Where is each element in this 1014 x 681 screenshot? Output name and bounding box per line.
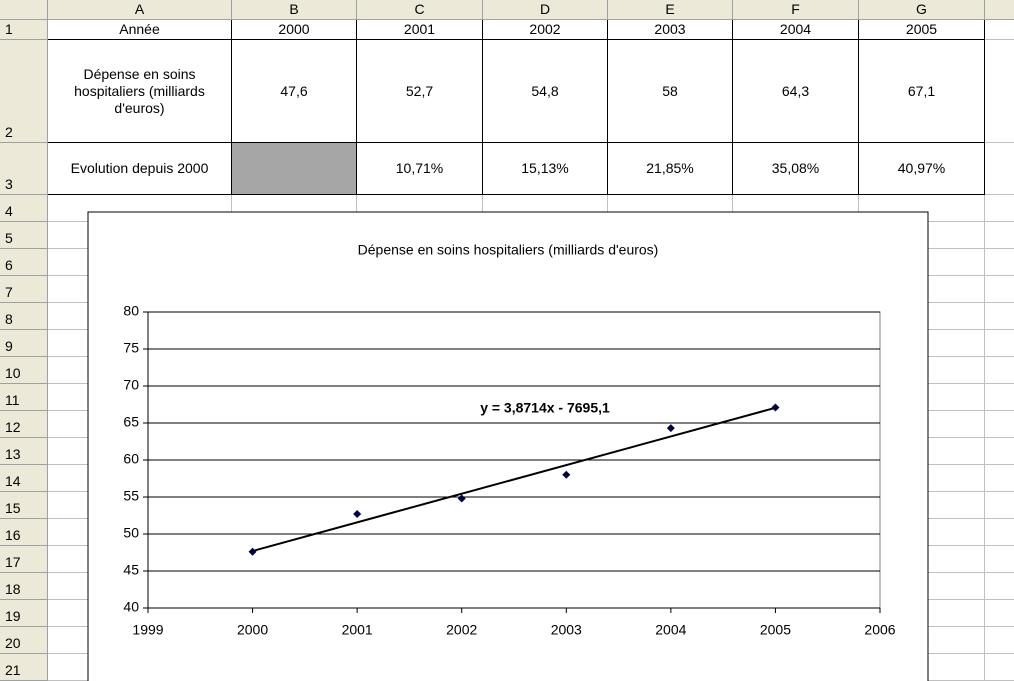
y-tick-label: 70 bbox=[123, 377, 139, 393]
y-tick-label: 50 bbox=[123, 525, 139, 541]
column-header[interactable]: F bbox=[733, 0, 859, 20]
column-header[interactable]: B bbox=[232, 0, 357, 20]
data-point bbox=[562, 470, 571, 479]
y-tick-label: 65 bbox=[123, 414, 139, 430]
cell[interactable]: 2004 bbox=[733, 20, 859, 40]
empty-cell[interactable] bbox=[985, 20, 1014, 40]
empty-cell[interactable] bbox=[985, 357, 1014, 384]
cell[interactable]: 54,8 bbox=[483, 40, 608, 143]
y-tick-label: 45 bbox=[123, 562, 139, 578]
empty-cell[interactable] bbox=[985, 276, 1014, 303]
empty-cell[interactable] bbox=[985, 40, 1014, 143]
empty-cell[interactable] bbox=[985, 222, 1014, 249]
y-tick-label: 75 bbox=[123, 340, 139, 356]
row-header[interactable]: 1 bbox=[0, 20, 48, 40]
cell[interactable]: 2003 bbox=[608, 20, 733, 40]
corner-header bbox=[0, 0, 48, 20]
row-header[interactable]: 3 bbox=[0, 143, 48, 195]
cell[interactable]: Evolution depuis 2000 bbox=[48, 143, 232, 195]
trendline-equation: y = 3,8714x - 7695,1 bbox=[480, 400, 610, 416]
empty-cell[interactable] bbox=[985, 143, 1014, 195]
cell[interactable] bbox=[232, 143, 357, 195]
cell[interactable]: 2002 bbox=[483, 20, 608, 40]
cell[interactable]: 40,97% bbox=[859, 143, 985, 195]
empty-cell[interactable] bbox=[985, 546, 1014, 573]
y-tick-label: 40 bbox=[123, 599, 139, 615]
row-header[interactable]: 8 bbox=[0, 303, 48, 330]
row-header[interactable]: 9 bbox=[0, 330, 48, 357]
empty-cell[interactable] bbox=[985, 438, 1014, 465]
column-header[interactable]: D bbox=[483, 0, 608, 20]
cell[interactable]: 21,85% bbox=[608, 143, 733, 195]
chart-title: Dépense en soins hospitaliers (milliards… bbox=[358, 242, 659, 258]
column-header[interactable] bbox=[985, 0, 1014, 20]
x-tick-label: 2004 bbox=[655, 622, 686, 638]
y-tick-label: 55 bbox=[123, 488, 139, 504]
row-header[interactable]: 12 bbox=[0, 411, 48, 438]
x-tick-label: 2006 bbox=[864, 622, 895, 638]
x-tick-label: 1999 bbox=[132, 622, 163, 638]
cell[interactable]: 10,71% bbox=[357, 143, 483, 195]
empty-cell[interactable] bbox=[985, 384, 1014, 411]
row-header[interactable]: 15 bbox=[0, 492, 48, 519]
cell[interactable]: 67,1 bbox=[859, 40, 985, 143]
row-header[interactable]: 21 bbox=[0, 654, 48, 681]
row-header[interactable]: 2 bbox=[0, 40, 48, 143]
empty-cell[interactable] bbox=[985, 519, 1014, 546]
row-header[interactable]: 13 bbox=[0, 438, 48, 465]
row-header[interactable]: 11 bbox=[0, 384, 48, 411]
row-header[interactable]: 18 bbox=[0, 573, 48, 600]
x-tick-label: 2000 bbox=[237, 622, 268, 638]
cell[interactable]: 58 bbox=[608, 40, 733, 143]
empty-cell[interactable] bbox=[985, 465, 1014, 492]
x-tick-label: 2002 bbox=[446, 622, 477, 638]
data-point bbox=[457, 494, 466, 503]
cell[interactable]: 35,08% bbox=[733, 143, 859, 195]
column-header[interactable]: G bbox=[859, 0, 985, 20]
empty-cell[interactable] bbox=[985, 600, 1014, 627]
row-header[interactable]: 17 bbox=[0, 546, 48, 573]
empty-cell[interactable] bbox=[985, 249, 1014, 276]
cell[interactable]: Dépense en soins hospitaliers (milliards… bbox=[48, 40, 232, 143]
data-point bbox=[248, 547, 257, 556]
row-header[interactable]: 19 bbox=[0, 600, 48, 627]
row-header[interactable]: 20 bbox=[0, 627, 48, 654]
trendline bbox=[252, 406, 776, 552]
cell[interactable]: 2001 bbox=[357, 20, 483, 40]
row-header[interactable]: 7 bbox=[0, 276, 48, 303]
row-header[interactable]: 4 bbox=[0, 195, 48, 222]
cell[interactable]: 52,7 bbox=[357, 40, 483, 143]
row-header[interactable]: 5 bbox=[0, 222, 48, 249]
column-header[interactable]: C bbox=[357, 0, 483, 20]
data-point bbox=[353, 510, 362, 519]
empty-cell[interactable] bbox=[985, 573, 1014, 600]
empty-cell[interactable] bbox=[985, 411, 1014, 438]
cell[interactable]: 15,13% bbox=[483, 143, 608, 195]
cell[interactable]: 47,6 bbox=[232, 40, 357, 143]
y-tick-label: 60 bbox=[123, 451, 139, 467]
row-header[interactable]: 14 bbox=[0, 465, 48, 492]
data-point bbox=[666, 424, 675, 433]
empty-cell[interactable] bbox=[985, 627, 1014, 654]
y-tick-label: 80 bbox=[123, 303, 139, 319]
x-tick-label: 2001 bbox=[342, 622, 373, 638]
column-header[interactable]: E bbox=[608, 0, 733, 20]
x-tick-label: 2003 bbox=[551, 622, 582, 638]
row-header[interactable]: 16 bbox=[0, 519, 48, 546]
row-header[interactable]: 6 bbox=[0, 249, 48, 276]
empty-cell[interactable] bbox=[985, 330, 1014, 357]
cell[interactable]: Année bbox=[48, 20, 232, 40]
cell[interactable]: 2005 bbox=[859, 20, 985, 40]
empty-cell[interactable] bbox=[985, 303, 1014, 330]
cell[interactable]: 2000 bbox=[232, 20, 357, 40]
empty-cell[interactable] bbox=[985, 195, 1014, 222]
data-point bbox=[771, 403, 780, 412]
row-header[interactable]: 10 bbox=[0, 357, 48, 384]
cell[interactable]: 64,3 bbox=[733, 40, 859, 143]
x-tick-label: 2005 bbox=[760, 622, 791, 638]
column-header[interactable]: A bbox=[48, 0, 232, 20]
empty-cell[interactable] bbox=[985, 492, 1014, 519]
